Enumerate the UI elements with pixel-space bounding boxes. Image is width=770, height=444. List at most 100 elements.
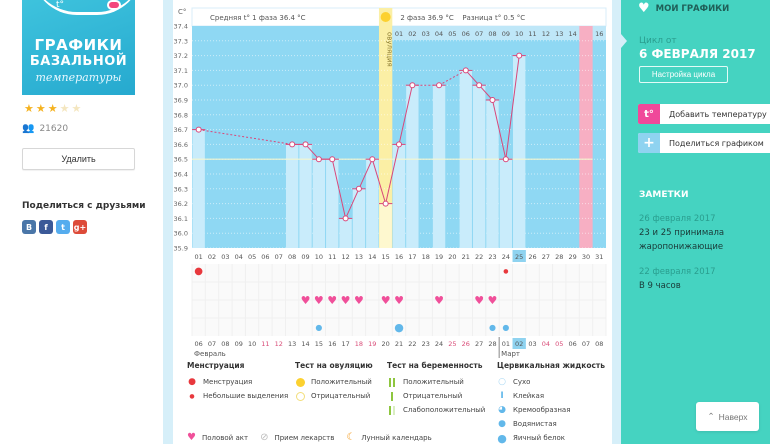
right-sidebar: ♥ МОИ ГРАФИКИ Цикл от 6 ФЕВРАЛЯ 2017 Нас… bbox=[621, 0, 770, 444]
blood-drop-icon: ● bbox=[188, 377, 196, 387]
creamy-drop-icon: ● bbox=[489, 323, 496, 332]
legend-item: ● Менструация bbox=[187, 375, 288, 389]
temperature-point bbox=[369, 156, 376, 163]
ovulation-label: овуляция bbox=[386, 32, 394, 67]
calendar-date-label: 13 bbox=[288, 340, 296, 348]
cycle-day-label: 18 bbox=[422, 253, 430, 261]
add-temperature-button[interactable]: t° Добавить температуру bbox=[638, 104, 770, 124]
cycle-from-label: Цикл от bbox=[639, 36, 677, 46]
users-count: 👥 21620 bbox=[22, 123, 68, 134]
temperature-point bbox=[195, 126, 202, 133]
legend-item: ● Водянистая bbox=[497, 417, 605, 431]
temperature-point bbox=[396, 141, 402, 148]
cycle-day-label: 03 bbox=[221, 253, 229, 261]
heart-icon: ♥ bbox=[314, 294, 324, 307]
delete-button[interactable]: Удалить bbox=[22, 148, 135, 170]
legend-item: Отрицательный bbox=[387, 389, 485, 403]
left-column: t° ГРАФИКИ БАЗАЛЬНОЙ температуры ★★★★★ 👥… bbox=[0, 0, 163, 444]
legend-label: Водянистая bbox=[513, 420, 557, 428]
legend-label: Небольшие выделения bbox=[203, 392, 289, 400]
legend-title: Тест на овуляцию bbox=[295, 361, 373, 370]
temperature-bar bbox=[486, 100, 499, 248]
legend-item: ● Небольшие выделения bbox=[187, 389, 288, 403]
legend-label: Положительный bbox=[311, 378, 372, 386]
note-text: В 9 часов bbox=[639, 281, 681, 291]
calendar-date-label: 28 bbox=[488, 340, 496, 348]
y-axis-label: C° bbox=[178, 8, 186, 16]
temperature-point bbox=[436, 82, 443, 89]
temperature-bar bbox=[432, 85, 446, 248]
rating-stars[interactable]: ★★★★★ bbox=[24, 102, 83, 115]
my-charts-label: МОИ ГРАФИКИ bbox=[655, 3, 730, 14]
temperature-line-segment bbox=[345, 188, 360, 219]
post-ovulation-day-label: 16 bbox=[595, 30, 603, 38]
calendar-date-label: 05 bbox=[555, 340, 563, 348]
temperature-point bbox=[516, 52, 523, 59]
calendar-date-label: 04 bbox=[542, 340, 550, 348]
cycle-day-label: 17 bbox=[408, 253, 416, 261]
calendar-date-label: 08 bbox=[221, 340, 229, 348]
twitter-share-icon[interactable]: t bbox=[56, 220, 70, 234]
temperature-line-segment bbox=[478, 84, 493, 101]
y-tick-label: 36.3 bbox=[174, 185, 188, 193]
today-highlight bbox=[512, 338, 526, 349]
legend-label: Прием лекарств bbox=[274, 433, 335, 442]
star-filled-icon[interactable]: ★ bbox=[47, 102, 60, 115]
google-plus-share-icon[interactable]: g+ bbox=[73, 220, 87, 234]
faint-line-icon bbox=[387, 405, 397, 415]
vk-share-icon[interactable]: В bbox=[22, 220, 36, 234]
action-label: Добавить температуру bbox=[669, 109, 767, 119]
cycle-settings-button[interactable]: Настройка цикла bbox=[639, 66, 728, 83]
cycle-day-label: 21 bbox=[462, 253, 470, 261]
cycle-day-label: 30 bbox=[582, 253, 590, 261]
calendar-date-label: 21 bbox=[395, 340, 403, 348]
cycle-day-label: 01 bbox=[195, 253, 203, 261]
logo-line1: ГРАФИКИ bbox=[34, 36, 123, 54]
share-chart-button[interactable]: + Поделиться графиком bbox=[638, 133, 770, 153]
temperature-point bbox=[315, 156, 322, 163]
legend-cervical: Цервикальная жидкость ○ Сухо I Клейкая ◕ Кр… bbox=[497, 361, 605, 444]
star-empty-icon[interactable]: ★ bbox=[59, 102, 72, 115]
y-tick-label: 36.1 bbox=[174, 215, 188, 223]
temperature-bar bbox=[472, 85, 486, 248]
share-title: Поделиться с друзьями bbox=[22, 201, 146, 211]
y-tick-label: 37.1 bbox=[174, 67, 188, 75]
calendar-date-label: 19 bbox=[368, 340, 376, 348]
post-ovulation-day-label: 11 bbox=[528, 30, 536, 38]
temperature-point bbox=[289, 141, 296, 148]
star-filled-icon[interactable]: ★ bbox=[24, 102, 36, 115]
small-drop-icon: ● bbox=[503, 268, 508, 275]
y-tick-label: 36.6 bbox=[174, 141, 188, 149]
creamy-drop-icon: ◕ bbox=[498, 405, 506, 415]
temperature-point bbox=[382, 200, 389, 207]
heart-icon: ♥ bbox=[638, 1, 650, 16]
calendar-date-label: 09 bbox=[235, 340, 243, 348]
temperature-point bbox=[342, 215, 349, 222]
temperature-bar bbox=[406, 85, 419, 248]
post-ovulation-day-label: 14 bbox=[568, 30, 576, 38]
temperature-point bbox=[329, 156, 336, 163]
month-label: Март bbox=[501, 350, 520, 358]
star-empty-icon[interactable]: ★ bbox=[71, 102, 84, 115]
logo-curve bbox=[32, 0, 135, 15]
temperature-point bbox=[409, 82, 416, 89]
cycle-day-label: 12 bbox=[341, 253, 349, 261]
back-to-top-button[interactable]: ⌃ Наверх bbox=[696, 402, 759, 431]
app-logo[interactable]: t° ГРАФИКИ БАЗАЛЬНОЙ температуры bbox=[22, 0, 135, 95]
legend-item: ● Яичный белок bbox=[497, 431, 605, 444]
heart-icon: ♥ bbox=[381, 294, 391, 307]
facebook-share-icon[interactable]: f bbox=[39, 220, 53, 234]
note-date: 26 февраля 2017 bbox=[639, 214, 716, 224]
star-filled-icon[interactable]: ★ bbox=[35, 102, 48, 115]
cycle-day-label: 22 bbox=[475, 253, 483, 261]
two-lines-icon bbox=[387, 377, 397, 387]
calendar-date-label: 01 bbox=[502, 340, 510, 348]
temperature-bar bbox=[312, 159, 326, 248]
legend-label: Положительный bbox=[403, 378, 464, 386]
legend-item: Отрицательный bbox=[295, 389, 373, 403]
calendar-date-label: 08 bbox=[595, 340, 603, 348]
legend-title: Цервикальная жидкость bbox=[497, 361, 606, 370]
my-charts-link[interactable]: ♥ МОИ ГРАФИКИ bbox=[638, 1, 729, 16]
cycle-day-label: 16 bbox=[395, 253, 403, 261]
